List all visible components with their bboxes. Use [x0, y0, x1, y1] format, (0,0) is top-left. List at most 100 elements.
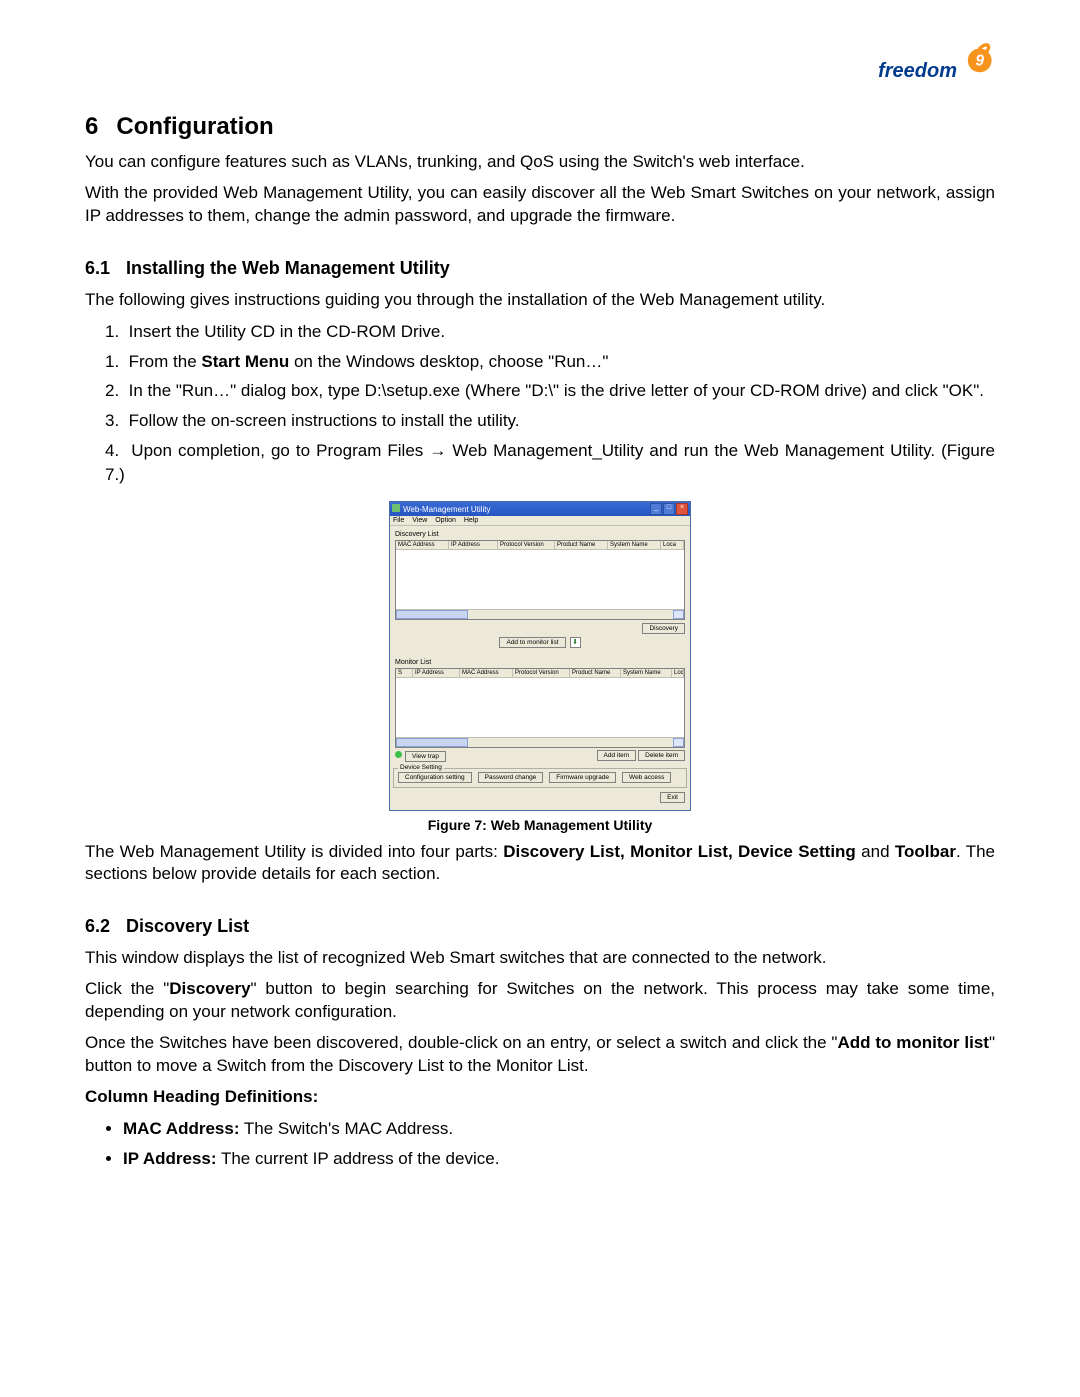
discovery-body	[396, 550, 684, 609]
col-s[interactable]: S	[396, 669, 413, 677]
add-to-monitor-button[interactable]: Add to monitor list	[499, 637, 565, 648]
discovery-scrollbar[interactable]	[396, 609, 684, 619]
sec61-lead: The following gives instructions guiding…	[85, 289, 995, 312]
device-setting-buttons: Configuration setting Password change Fi…	[398, 772, 682, 783]
install-steps-list: 1. Insert the Utility CD in the CD-ROM D…	[85, 320, 995, 487]
term: IP Address:	[123, 1149, 217, 1168]
after-figure-paragraph: The Web Management Utility is divided in…	[85, 841, 995, 887]
logo-row: freedom 9	[85, 60, 995, 83]
discovery-listbox[interactable]: MAC Address IP Address Protocol Version …	[395, 540, 685, 620]
menu-option[interactable]: Option	[435, 517, 456, 524]
list-item: IP Address: The current IP address of th…	[123, 1147, 995, 1171]
config-setting-button[interactable]: Configuration setting	[398, 772, 472, 783]
monitor-panel: Monitor List S IP Address MAC Address Pr…	[390, 654, 690, 766]
discovery-header: MAC Address IP Address Protocol Version …	[396, 541, 684, 550]
step-bold: Start Menu	[201, 352, 289, 371]
subsection-title: Discovery List	[126, 916, 249, 936]
bold-text: Discovery List, Monitor List, Device Set…	[503, 842, 856, 861]
step-number: 4.	[105, 441, 119, 460]
col-loc[interactable]: Loca	[661, 541, 684, 549]
figure-caption: Figure 7: Web Management Utility	[428, 817, 653, 833]
monitor-button-row: View trap Add item Delete item	[395, 751, 685, 760]
term: MAC Address:	[123, 1119, 240, 1138]
window-buttons: _ □ ×	[650, 503, 688, 515]
step-text: Upon completion, go to Program Files → W…	[105, 441, 995, 484]
text: Click the "	[85, 979, 169, 998]
subsection-number: 6.1	[85, 258, 110, 278]
list-item: 1. Insert the Utility CD in the CD-ROM D…	[105, 320, 995, 344]
status-dot-icon	[395, 751, 402, 758]
sec62-p1: This window displays the list of recogni…	[85, 947, 995, 970]
scroll-arrow-right-icon[interactable]	[673, 738, 684, 747]
minimize-button[interactable]: _	[650, 503, 662, 515]
titlebar: Web-Management Utility _ □ ×	[390, 502, 690, 516]
window-title: Web-Management Utility	[403, 505, 490, 514]
step-number: 1.	[105, 322, 119, 341]
col-product[interactable]: Product Name	[570, 669, 621, 677]
col-system[interactable]: System Name	[608, 541, 661, 549]
monitor-listbox[interactable]: S IP Address MAC Address Protocol Versio…	[395, 668, 685, 748]
step-number: 3.	[105, 411, 119, 430]
password-change-button[interactable]: Password change	[478, 772, 544, 783]
close-button[interactable]: ×	[676, 503, 688, 515]
col-system[interactable]: System Name	[621, 669, 672, 677]
monitor-header: S IP Address MAC Address Protocol Versio…	[396, 669, 684, 678]
monitor-scrollbar[interactable]	[396, 737, 684, 747]
text: Once the Switches have been discovered, …	[85, 1033, 837, 1052]
col-mac[interactable]: MAC Address	[396, 541, 449, 549]
title-left: Web-Management Utility	[392, 504, 490, 514]
logo-text: freedom	[878, 60, 957, 82]
bold-text: Discovery	[169, 979, 250, 998]
device-setting-group: Device Setting Configuration setting Pas…	[393, 768, 687, 788]
add-item-button[interactable]: Add item	[597, 750, 637, 761]
desc: The current IP address of the device.	[217, 1149, 500, 1168]
discovery-button[interactable]: Discovery	[642, 623, 685, 634]
item-buttons: Add item Delete item	[597, 752, 685, 759]
maximize-button[interactable]: □	[663, 503, 675, 515]
exit-button[interactable]: Exit	[660, 792, 685, 803]
col-mac[interactable]: MAC Address	[460, 669, 513, 677]
logo-icon: 9	[961, 40, 995, 74]
add-to-monitor-row: Add to monitor list ⬇	[395, 637, 685, 648]
col-proto[interactable]: Protocol Version	[513, 669, 570, 677]
text: The Web Management Utility is divided in…	[85, 842, 503, 861]
monitor-body	[396, 678, 684, 737]
view-trap-group: View trap	[395, 751, 446, 760]
intro-paragraph-1: You can configure features such as VLANs…	[85, 151, 995, 174]
menu-view[interactable]: View	[412, 517, 427, 524]
menubar: File View Option Help	[390, 516, 690, 526]
col-ip[interactable]: IP Address	[449, 541, 498, 549]
desc: The Switch's MAC Address.	[240, 1119, 454, 1138]
scroll-arrow-right-icon[interactable]	[673, 610, 684, 619]
view-trap-button[interactable]: View trap	[405, 751, 446, 762]
subsection-6-2-heading: 6.2 Discovery List	[85, 916, 995, 937]
menu-file[interactable]: File	[393, 517, 404, 524]
col-ip[interactable]: IP Address	[413, 669, 460, 677]
subsection-title: Installing the Web Management Utility	[126, 258, 450, 278]
step-number: 1.	[105, 352, 119, 371]
step-text: In the "Run…" dialog box, type D:\setup.…	[129, 381, 984, 400]
scroll-thumb[interactable]	[396, 738, 468, 747]
step-text: Follow the on-screen instructions to ins…	[129, 411, 520, 430]
col-product[interactable]: Product Name	[555, 541, 608, 549]
list-item: 4. Upon completion, go to Program Files …	[105, 439, 995, 487]
subsection-number: 6.2	[85, 916, 110, 936]
text: and	[856, 842, 895, 861]
web-access-button[interactable]: Web access	[622, 772, 671, 783]
delete-item-button[interactable]: Delete item	[638, 750, 685, 761]
document-page: freedom 9 6Configuration You can configu…	[0, 0, 1080, 1257]
menu-help[interactable]: Help	[464, 517, 478, 524]
firmware-upgrade-button[interactable]: Firmware upgrade	[549, 772, 616, 783]
discovery-panel: Discovery List MAC Address IP Address Pr…	[390, 526, 690, 654]
download-icon[interactable]: ⬇	[570, 637, 581, 648]
monitor-label: Monitor List	[395, 659, 685, 666]
scroll-thumb[interactable]	[396, 610, 468, 619]
discovery-button-row: Discovery	[395, 623, 685, 634]
col-loc[interactable]: Loca	[672, 669, 684, 677]
column-definitions-list: MAC Address: The Switch's MAC Address. I…	[85, 1117, 995, 1171]
discovery-label: Discovery List	[395, 531, 685, 538]
app-icon	[392, 504, 400, 512]
svg-text:9: 9	[975, 53, 984, 70]
col-proto[interactable]: Protocol Version	[498, 541, 555, 549]
step-text: on the Windows desktop, choose "Run…"	[289, 352, 608, 371]
